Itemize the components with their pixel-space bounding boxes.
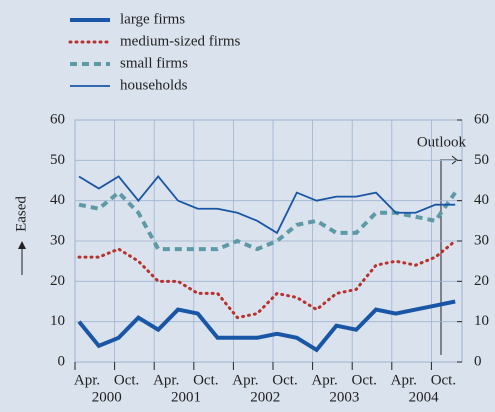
- x-tick-label: Oct.: [193, 372, 218, 388]
- y-tick-label: 60: [50, 111, 65, 127]
- series-line: [77, 299, 456, 353]
- year-label: 2000: [92, 389, 122, 405]
- arrow-head: [18, 241, 26, 249]
- series-line: [78, 175, 456, 235]
- y2-tick-label: 40: [474, 192, 489, 208]
- legend-label: small firms: [120, 55, 188, 71]
- x-tick-label: Apr.: [74, 372, 100, 388]
- y2-tick-label: 20: [474, 273, 489, 289]
- year-label: 2004: [409, 389, 440, 405]
- series-line: [77, 239, 457, 320]
- legend-label: large firms: [120, 11, 185, 27]
- y-axis-label: Eased: [13, 196, 29, 232]
- annotation: Outlook: [417, 134, 467, 150]
- year-label: 2003: [329, 389, 359, 405]
- y2-tick-label: 30: [474, 232, 489, 248]
- y-tick-label: 10: [50, 313, 65, 329]
- y-tick-label: 40: [50, 192, 65, 208]
- y-tick-label: 0: [58, 353, 66, 369]
- y-tick-label: 30: [50, 232, 65, 248]
- x-tick-label: Apr.: [391, 372, 417, 388]
- x-tick-label: Apr.: [153, 372, 179, 388]
- x-tick-label: Oct.: [114, 372, 139, 388]
- legend-label: households: [120, 77, 188, 93]
- y2-tick-label: 10: [474, 313, 489, 329]
- x-tick-label: Apr.: [232, 372, 258, 388]
- x-tick-label: Oct.: [431, 372, 456, 388]
- y-tick-label: 50: [50, 152, 65, 168]
- y-tick-label: 20: [50, 273, 65, 289]
- x-tick-label: Apr.: [311, 372, 337, 388]
- x-tick-label: Oct.: [351, 372, 376, 388]
- year-label: 2001: [171, 389, 201, 405]
- y2-tick-label: 0: [474, 353, 482, 369]
- legend-label: medium-sized firms: [120, 33, 241, 49]
- x-tick-label: Oct.: [272, 372, 297, 388]
- y2-tick-label: 60: [474, 111, 489, 127]
- y2-tick-label: 50: [474, 152, 489, 168]
- series-line: [78, 189, 457, 252]
- year-label: 2002: [250, 389, 280, 405]
